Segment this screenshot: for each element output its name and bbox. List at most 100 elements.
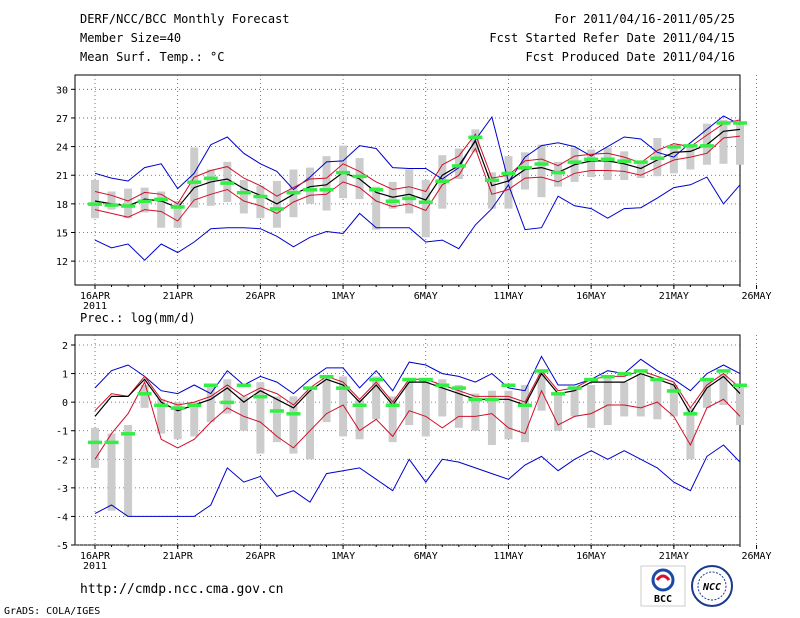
x-tick-label: 16MAY: [576, 551, 606, 562]
ensemble-box: [239, 180, 248, 214]
ensemble-box: [471, 393, 480, 431]
median-marker: [88, 440, 102, 445]
ensemble-box: [140, 385, 149, 408]
y-tick-label: 30: [56, 85, 68, 96]
y-tick-label: 0: [62, 398, 68, 409]
top-variable-label: Mean Surf. Temp.: °C: [80, 50, 225, 64]
x-tick-label: 16MAY: [576, 291, 606, 302]
x-tick-label: 1MAY: [331, 291, 355, 302]
x-tick-label: 21MAY: [659, 551, 689, 562]
median-marker: [253, 394, 268, 399]
ensemble-box: [289, 396, 298, 454]
median-marker: [385, 199, 400, 203]
ensemble-box: [306, 390, 314, 460]
ensemble-box: [190, 402, 199, 437]
median-marker: [567, 160, 582, 164]
median-marker: [336, 170, 351, 175]
ensemble-box: [620, 382, 629, 417]
ensemble-box: [206, 169, 215, 206]
ensemble-box: [537, 144, 546, 198]
ensemble-box: [124, 425, 133, 517]
ensemble-box: [91, 427, 99, 468]
median-marker: [666, 145, 681, 149]
x-tick-label: 21MAY: [659, 291, 689, 302]
source-url: http://cmdp.ncc.cma.gov.cn: [80, 582, 284, 597]
median-marker: [518, 403, 532, 407]
ensemble-box: [421, 180, 430, 238]
median-marker: [633, 369, 648, 373]
median-marker: [584, 157, 599, 161]
y-tick-label: 21: [56, 171, 68, 182]
x-tick-label: 6MAY: [414, 551, 438, 562]
median-marker: [683, 144, 698, 148]
ensemble-box: [157, 399, 166, 434]
plot-frame: [74, 334, 741, 546]
x-tick-label: 21APR: [163, 551, 194, 562]
median-marker: [236, 383, 251, 387]
ensemble-box: [454, 148, 463, 180]
ensemble-box: [388, 181, 397, 209]
median-marker: [154, 403, 169, 407]
precipitation-panel: -5 -4 -3 -2 -1 0 1 2 16APR 21APR 26APR 1MAY 6MAY 11MA…: [56, 334, 772, 572]
median-marker: [336, 386, 351, 390]
extreme-line: [94, 176, 741, 261]
median-marker: [253, 194, 268, 199]
spread-high-line: [94, 119, 741, 205]
ensemble-box: [372, 186, 381, 230]
median-marker: [733, 383, 747, 387]
median-marker: [286, 412, 301, 416]
median-marker: [501, 171, 516, 176]
y-tick-label: -3: [56, 484, 68, 495]
y-tick-label: -4: [56, 512, 68, 523]
ensemble-box: [256, 382, 265, 454]
bcc-logo-text: BCC: [654, 594, 672, 605]
median-marker: [435, 383, 450, 387]
ensemble-box: [487, 172, 496, 209]
x-tick-label: 26MAY: [741, 291, 771, 302]
median-marker: [600, 157, 615, 161]
x-tick-label: 16APR: [80, 291, 111, 302]
ensemble-box: [636, 161, 645, 179]
plot-frame: [74, 74, 741, 286]
grads-credit: GrADS: COLA/IGES: [4, 606, 100, 617]
x-tick-label: 6MAY: [414, 291, 438, 302]
median-marker: [534, 162, 549, 166]
median-marker: [617, 372, 632, 376]
median-marker: [468, 135, 483, 140]
median-marker: [435, 179, 450, 183]
median-marker: [303, 386, 317, 390]
ensemble-box: [322, 376, 331, 423]
median-marker: [269, 409, 284, 413]
median-marker: [451, 164, 466, 168]
ensemble-mean-line: [94, 372, 741, 417]
ensemble-box: [454, 385, 463, 428]
median-marker: [650, 377, 665, 382]
median-marker: [203, 383, 218, 387]
y-tick-label: 15: [56, 229, 68, 240]
median-marker: [369, 188, 384, 192]
ensemble-box: [256, 185, 265, 219]
median-marker: [104, 440, 119, 445]
median-marker: [154, 197, 169, 202]
ensemble-box: [669, 145, 678, 174]
ensemble-box: [636, 373, 645, 417]
ensemble-box: [107, 433, 116, 511]
median-marker: [220, 400, 235, 405]
median-marker: [716, 121, 731, 125]
median-marker: [534, 369, 549, 373]
ensemble-box: [173, 402, 182, 440]
forecast-produced-date: Fcst Produced Date 2011/04/16: [525, 50, 735, 64]
ensemble-box: [107, 191, 116, 210]
ensemble-box: [388, 396, 397, 443]
median-marker: [484, 397, 499, 402]
ensemble-box: [736, 122, 744, 165]
median-marker: [501, 383, 516, 387]
y-tick-label: 12: [56, 257, 68, 268]
median-marker: [385, 403, 400, 407]
ensemble-box: [521, 385, 529, 443]
ensemble-box: [91, 180, 99, 219]
median-marker: [699, 144, 714, 148]
median-marker: [187, 403, 202, 407]
ensemble-box: [719, 119, 728, 164]
ensemble-box: [239, 396, 248, 431]
